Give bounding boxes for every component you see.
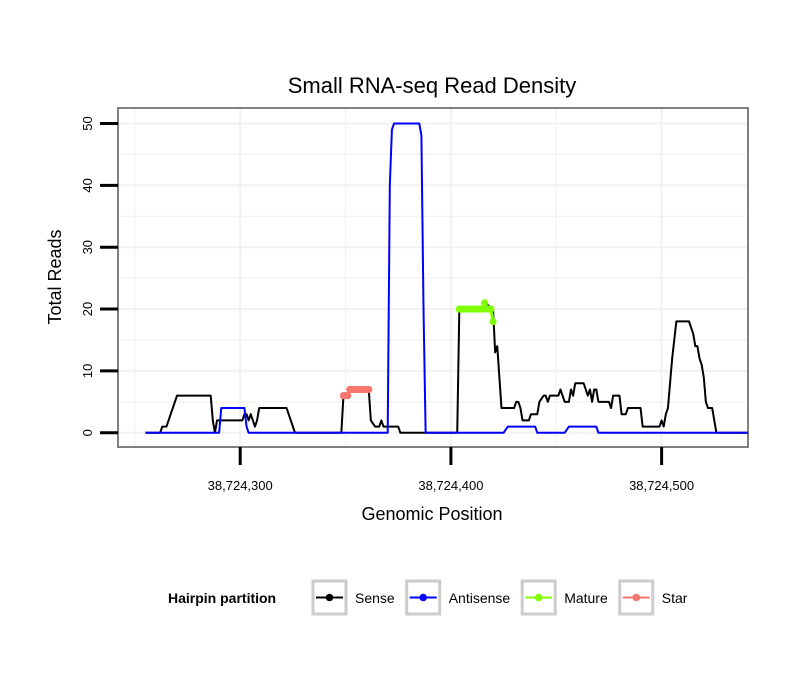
- legend-item-antisense: Antisense: [405, 579, 511, 616]
- data-point-star: [344, 392, 352, 400]
- legend-key-marker: [325, 593, 334, 602]
- data-point-mature: [481, 299, 489, 307]
- legend-item-sense: Sense: [311, 579, 395, 616]
- legend-label: Mature: [564, 590, 608, 606]
- y-tick-label: 10: [80, 364, 95, 378]
- y-tick-label: 50: [80, 116, 95, 130]
- legend-label: Sense: [355, 590, 395, 606]
- legend-key-marker: [632, 593, 641, 602]
- y-tick-label: 30: [80, 240, 95, 254]
- y-tick-label: 0: [80, 429, 95, 436]
- legend-label: Antisense: [449, 590, 511, 606]
- legend-label: Star: [662, 590, 688, 606]
- x-tick-label: 38,724,300: [208, 478, 273, 493]
- plot-panel-border: [117, 107, 749, 448]
- legend-key-marker: [419, 593, 428, 602]
- chart-title: Small RNA-seq Read Density: [288, 73, 577, 98]
- legend-key-marker: [534, 593, 543, 602]
- x-tick-label: 38,724,400: [418, 478, 483, 493]
- series-line-sense: [145, 301, 748, 434]
- legend-item-star: Star: [618, 579, 688, 616]
- data-point-mature: [487, 305, 495, 313]
- plot-grid: [118, 108, 748, 447]
- data-point-mature: [489, 317, 497, 326]
- legend: Hairpin partition Sense Antisense Mature St…: [168, 579, 688, 616]
- x-tick-label: 38,724,500: [629, 478, 694, 493]
- y-tick-label: 20: [80, 302, 95, 316]
- y-tick-label: 40: [80, 178, 95, 192]
- axis-layer: 0 10 20 30 40 50 38,724,300 38,724,400 38,724,50…: [80, 116, 694, 493]
- data-point-star: [365, 385, 373, 394]
- x-axis-title: Genomic Position: [361, 504, 502, 524]
- series-line-antisense: [145, 122, 748, 434]
- series-layer: [145, 122, 748, 434]
- legend-item-mature: Mature: [520, 579, 608, 616]
- y-axis-title: Total Reads: [45, 229, 65, 324]
- legend-title: Hairpin partition: [168, 590, 276, 606]
